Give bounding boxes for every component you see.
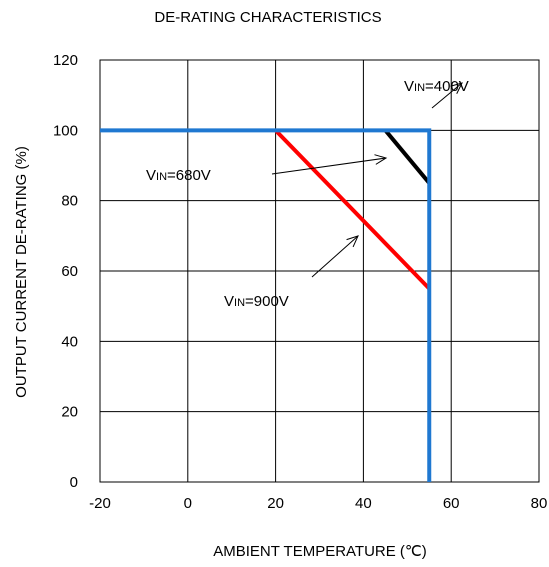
chart-title: DE-RATING CHARACTERISTICS: [154, 9, 381, 26]
y-tick-label: 40: [61, 333, 78, 350]
annotation-vin900: VIN=900V: [224, 293, 289, 310]
y-tick-label: 120: [53, 52, 78, 69]
x-tick-label: 80: [531, 495, 548, 512]
series-group: [100, 128, 432, 482]
annotation-arrow-vin400: [431, 82, 463, 109]
x-tick-label: 0: [184, 495, 192, 512]
x-tick-labels: -20 0 20 40 60 80: [89, 495, 547, 512]
y-tick-label: 80: [61, 193, 78, 210]
annotations: VIN=400V VIN=680V VIN=900V: [146, 78, 469, 310]
annotation-arrow-vin680: [271, 157, 387, 175]
annotation-arrow-vin900: [311, 235, 359, 278]
series-line-vin-400v: [383, 129, 431, 185]
annotation-vin680: VIN=680V: [146, 167, 211, 184]
annotation-arrowhead-vin680: [374, 154, 388, 165]
annotation-vin400: VIN=400V: [404, 78, 469, 95]
series-line-vin-900v: [274, 128, 431, 290]
x-tick-label: -20: [89, 495, 111, 512]
x-tick-label: 40: [355, 495, 372, 512]
y-axis-label: OUTPUT CURRENT DE-RATING (%): [13, 146, 30, 398]
x-tick-label: 20: [267, 495, 284, 512]
y-tick-labels: 0 20 40 60 80 100 120: [53, 52, 78, 491]
x-axis-label: AMBIENT TEMPERATURE (℃): [213, 543, 427, 560]
series-line-vin-680v: [100, 128, 432, 482]
y-tick-label: 20: [61, 404, 78, 421]
y-tick-label: 0: [70, 474, 78, 491]
annotation-arrowhead-vin900: [346, 235, 359, 248]
y-tick-label: 60: [61, 263, 78, 280]
y-tick-label: 100: [53, 122, 78, 139]
x-tick-label: 60: [443, 495, 460, 512]
annotation-arrowhead-vin400: [450, 82, 463, 94]
